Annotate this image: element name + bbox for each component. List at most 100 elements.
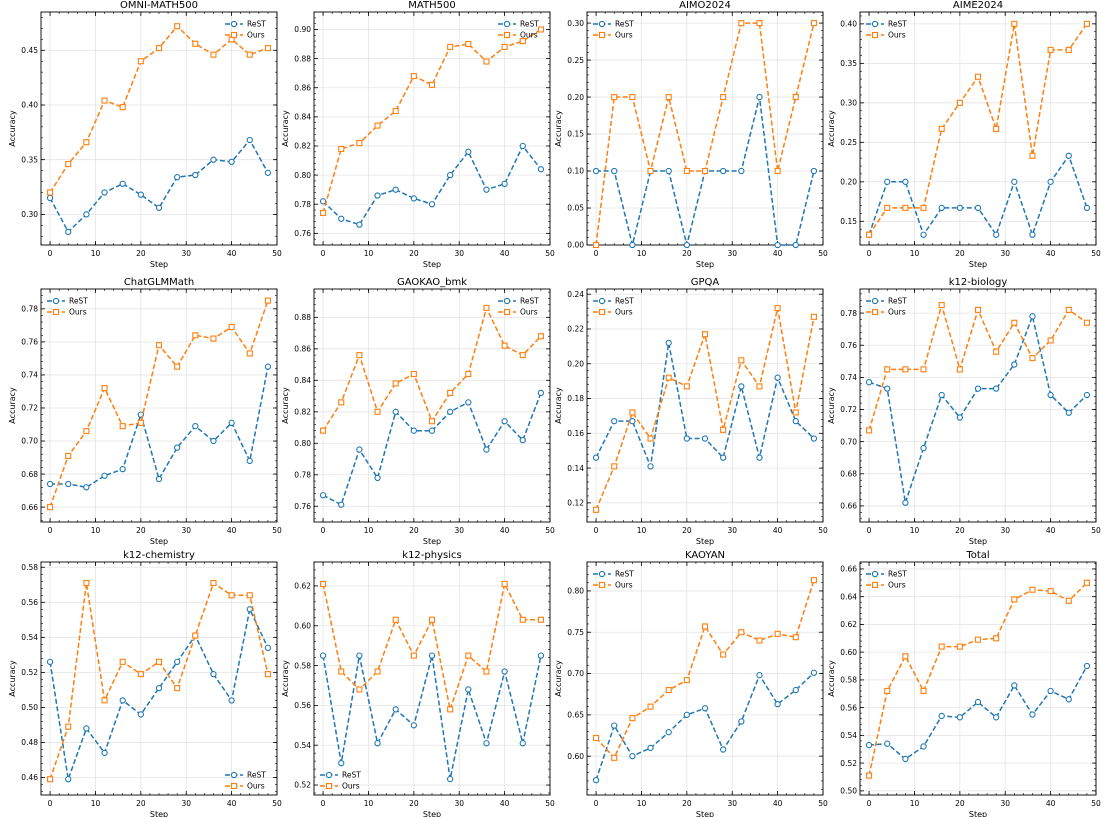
data-point-ours xyxy=(902,366,909,373)
data-point-rest xyxy=(1083,204,1091,212)
y-tick-label: 0.72 xyxy=(840,405,857,414)
data-point-ours xyxy=(101,97,108,104)
legend-marker xyxy=(598,20,606,28)
data-point-ours xyxy=(701,623,709,630)
data-point-rest xyxy=(592,776,600,784)
data-point-ours xyxy=(356,352,363,359)
legend-marker xyxy=(503,308,511,316)
series-line-rest xyxy=(49,606,269,780)
x-tick-label: 50 xyxy=(1091,249,1101,258)
data-point-ours xyxy=(447,706,454,713)
legend-label: Ours xyxy=(520,31,538,40)
data-point-rest xyxy=(228,158,235,166)
data-point-ours xyxy=(83,579,90,587)
y-tick-label: 0.48 xyxy=(21,738,38,747)
legend-label: Ours xyxy=(888,31,906,40)
y-tick-label: 0.46 xyxy=(21,773,38,782)
data-point-rest xyxy=(319,198,327,205)
data-point-rest xyxy=(647,463,654,470)
data-point-rest xyxy=(137,191,144,198)
data-point-ours xyxy=(228,323,235,331)
data-point-ours xyxy=(356,686,363,693)
data-point-rest xyxy=(83,484,90,491)
y-tick-label: 0.65 xyxy=(567,711,584,720)
data-point-rest xyxy=(938,391,945,399)
legend: ReST Ours xyxy=(866,570,907,590)
y-tick-label: 0.60 xyxy=(840,648,857,657)
x-axis-label: Step xyxy=(423,810,441,817)
data-point-rest xyxy=(410,722,417,729)
data-point-rest xyxy=(956,414,963,421)
data-point-rest xyxy=(228,419,235,427)
chart-title: GAOKAO_bmk xyxy=(397,277,467,288)
series-line-ours xyxy=(49,25,269,193)
y-tick-label: 0.45 xyxy=(21,46,38,55)
data-point-rest xyxy=(920,444,927,452)
x-tick-label: 20 xyxy=(136,249,146,258)
data-point-rest xyxy=(756,93,763,101)
legend-label: ReST xyxy=(342,771,361,780)
data-point-ours xyxy=(174,23,181,30)
data-point-ours xyxy=(720,651,727,658)
data-point-ours xyxy=(810,577,817,584)
data-point-ours xyxy=(101,697,108,704)
data-point-rest xyxy=(155,475,163,483)
x-tick-label: 40 xyxy=(773,526,783,535)
data-point-rest xyxy=(592,167,600,175)
subplot-aime2024: 0 10 20 30 40 50 0.15 0.20 0.25 0.30 0.35 0.40 AIME2… xyxy=(827,0,1101,269)
x-tick-label: 30 xyxy=(181,799,191,808)
data-point-ours xyxy=(192,40,199,47)
data-point-rest xyxy=(119,465,126,473)
data-point-ours xyxy=(756,20,763,27)
plot-area xyxy=(592,577,818,784)
data-point-ours xyxy=(155,342,163,349)
data-point-rest xyxy=(683,435,690,442)
data-point-rest xyxy=(537,389,545,397)
y-axis-label: Accuracy xyxy=(281,387,290,424)
plot-area xyxy=(592,20,818,249)
x-tick-label: 40 xyxy=(773,249,783,258)
data-point-ours xyxy=(683,383,690,390)
data-point-ours xyxy=(447,43,454,51)
x-tick-label: 30 xyxy=(454,799,464,808)
y-tick-label: 0.40 xyxy=(840,20,857,29)
data-point-ours xyxy=(792,634,799,641)
data-point-ours xyxy=(665,94,672,101)
data-point-rest xyxy=(101,472,108,479)
x-axis-label: Step xyxy=(423,537,441,546)
data-point-rest xyxy=(428,201,436,208)
data-point-ours xyxy=(410,652,417,659)
data-point-rest xyxy=(501,180,508,187)
y-tick-label: 0.14 xyxy=(567,464,584,473)
series-line-rest xyxy=(322,392,542,506)
data-point-ours xyxy=(374,408,381,415)
data-point-rest xyxy=(119,697,126,704)
legend-label: ReST xyxy=(615,297,634,306)
x-tick-label: 50 xyxy=(1091,526,1101,535)
data-point-ours xyxy=(810,313,817,320)
data-point-ours xyxy=(83,428,90,435)
data-point-ours xyxy=(756,383,763,390)
data-point-rest xyxy=(374,192,381,199)
legend-label: ReST xyxy=(615,20,634,29)
y-tick-label: 0.58 xyxy=(840,676,857,685)
data-point-rest xyxy=(65,228,72,236)
data-point-rest xyxy=(519,740,526,747)
data-point-ours xyxy=(956,99,963,106)
x-tick-label: 30 xyxy=(727,249,737,258)
y-tick-label: 0.78 xyxy=(21,305,38,314)
data-point-ours xyxy=(1047,337,1054,344)
y-tick-label: 0.68 xyxy=(840,469,857,478)
y-tick-label: 0.66 xyxy=(840,565,857,574)
x-tick-label: 50 xyxy=(272,526,282,535)
data-point-ours xyxy=(537,333,544,340)
data-point-ours xyxy=(774,630,781,637)
data-point-ours xyxy=(938,125,945,132)
legend-marker xyxy=(871,581,879,589)
legend-marker xyxy=(871,570,879,578)
data-point-ours xyxy=(428,418,436,425)
data-point-ours xyxy=(119,658,126,665)
legend: ReST Ours xyxy=(593,570,634,590)
legend-label: ReST xyxy=(615,570,634,579)
y-tick-label: 0.25 xyxy=(840,138,857,147)
